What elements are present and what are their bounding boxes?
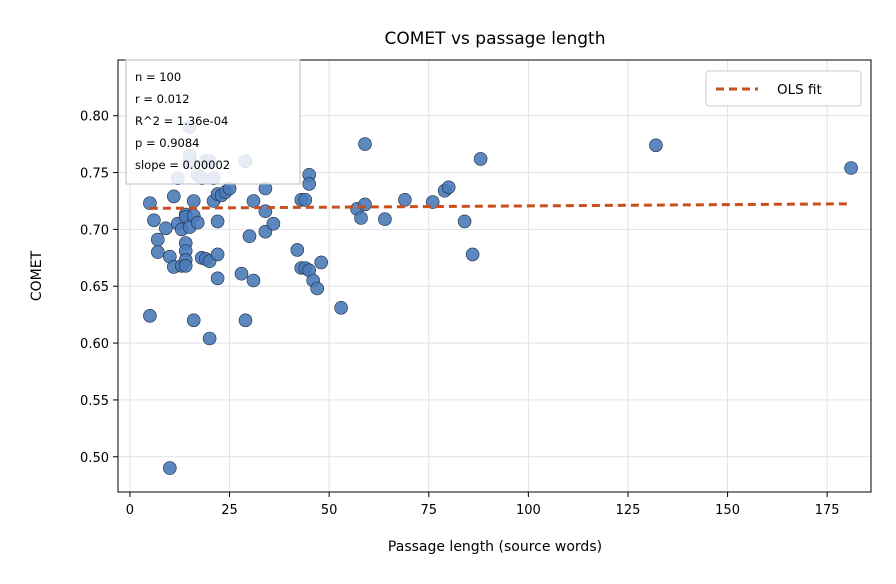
y-tick-label: 0.75 [80, 167, 109, 182]
stats-line: r = 0.012 [135, 92, 190, 106]
data-point [147, 213, 161, 228]
data-point [202, 331, 217, 346]
data-point [234, 266, 249, 281]
data-point [238, 313, 253, 328]
data-point [246, 194, 261, 208]
data-point [441, 180, 456, 195]
data-point [298, 193, 313, 207]
x-tick-label: 0 [126, 503, 134, 518]
data-point [163, 461, 177, 475]
data-point [143, 308, 157, 323]
stats-line: p = 0.9084 [135, 136, 200, 150]
data-point [210, 247, 225, 262]
stats-line: n = 100 [135, 70, 181, 84]
data-point [159, 221, 173, 236]
data-point [844, 161, 858, 175]
legend: OLS fit [705, 70, 862, 107]
data-point [473, 152, 488, 166]
y-tick-label: 0.50 [80, 451, 109, 466]
data-point [354, 211, 368, 225]
chart-title: COMET vs passage length [385, 29, 606, 49]
x-tick-label: 75 [420, 503, 437, 518]
x-tick-label: 150 [715, 503, 740, 518]
data-point [310, 281, 325, 296]
stats-line: slope = 0.00002 [135, 158, 230, 172]
plot-frame [117, 59, 872, 493]
data-point [314, 255, 329, 270]
y-axis-label: COMET [29, 250, 45, 301]
data-point [290, 243, 305, 257]
stats-line: R^2 = 1.36e-04 [135, 114, 228, 128]
y-tick-label: 0.55 [80, 394, 109, 409]
legend-fit-label: OLS fit [777, 82, 822, 98]
data-point [210, 271, 225, 286]
data-point [178, 258, 193, 273]
ticks-layer: 0 25 50 75 100 125 150 175 0.50 0.55 0.60 0.65 0.70 0… [80, 110, 840, 518]
data-point [266, 216, 281, 231]
x-tick-label: 175 [815, 503, 840, 518]
data-point [334, 300, 348, 315]
grid-layer [118, 60, 871, 492]
data-point [302, 177, 317, 191]
stats-box-frame [125, 59, 301, 185]
x-tick-label: 100 [516, 503, 541, 518]
x-tick-label: 125 [616, 503, 641, 518]
x-tick-label: 50 [321, 503, 338, 518]
data-point [378, 212, 392, 226]
legend-frame [705, 70, 862, 107]
data-point [210, 214, 225, 229]
x-axis-label: Passage length (source words) [388, 539, 602, 555]
data-point [358, 137, 372, 151]
y-tick-label: 0.60 [80, 337, 109, 352]
x-tick-label: 25 [221, 503, 238, 518]
data-point [151, 245, 165, 259]
data-point [457, 214, 472, 229]
data-point [167, 189, 181, 204]
data-point [186, 194, 201, 208]
stats-box: n = 100 r = 0.012 R^2 = 1.36e-04 p = 0.9… [125, 59, 301, 185]
y-tick-label: 0.80 [80, 110, 109, 125]
data-point [246, 273, 261, 288]
data-point [358, 197, 372, 212]
data-point [190, 215, 205, 230]
y-tick-label: 0.70 [80, 223, 109, 238]
data-point [398, 193, 412, 207]
data-point [649, 138, 663, 153]
y-tick-label: 0.65 [80, 280, 109, 295]
data-point [465, 247, 480, 262]
data-point [242, 229, 257, 243]
data-point [186, 313, 201, 328]
data-point [151, 232, 165, 247]
